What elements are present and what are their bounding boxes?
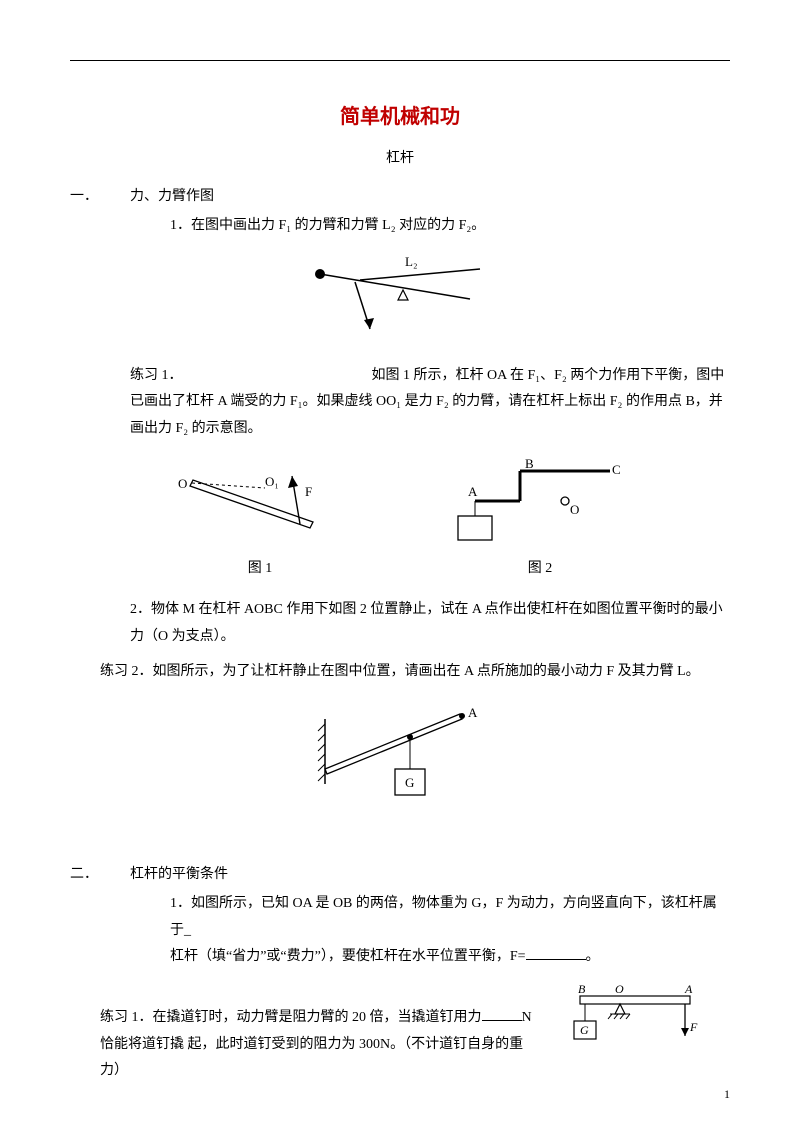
figure-2: A B C O 图 2 <box>450 456 630 577</box>
figure-row-1-2: O O₁ F 图 1 A B C O 图 2 <box>70 456 730 577</box>
fig2-A: A <box>468 484 478 499</box>
fig-ex2-A: A <box>468 705 478 720</box>
fig-s2-O: O <box>615 982 624 996</box>
fig-s2-B: B <box>578 982 586 996</box>
fig1-F: F <box>305 484 312 499</box>
s2-q1: 1．如图所示，已知 OA 是 OB 的两倍，物体重为 G，F 为动力，方向竖直向… <box>170 891 730 971</box>
fig1-label: 图 1 <box>248 557 273 577</box>
s1-ex2: 练习 2．如图所示，为了让杠杆静止在图中位置，请画出在 A 点所施加的最小动力 … <box>100 659 730 686</box>
s2-q1-c: 。 <box>586 949 600 964</box>
page-subtitle: 杠杆 <box>70 147 730 167</box>
s1-q2: 2．物体 M 在杠杆 AOBC 作用下如图 2 位置静止，试在 A 点作出使杠杆… <box>130 597 730 650</box>
figure-top: L₂ <box>70 254 730 349</box>
fig2-C: C <box>612 462 621 477</box>
section-1-header: 一． 力、力臂作图 <box>70 185 730 205</box>
fig-s2-G: G <box>580 1023 589 1037</box>
fig-s2-svg: B O A G F <box>560 981 710 1061</box>
fig-s2-F: F <box>689 1020 698 1034</box>
s2-ex1-a: 练习 1．在撬道钉时，动力臂是阻力臂的 20 倍，当撬道钉用力 <box>100 1010 482 1025</box>
fig2-svg: A B C O <box>450 456 630 551</box>
blank-N <box>482 1007 522 1021</box>
fig2-B: B <box>525 456 534 471</box>
section-1-heading: 力、力臂作图 <box>130 185 730 205</box>
fig1-O: O <box>178 476 187 491</box>
s2-q1-b: 杠杆（填“省力”或“费力”），要使杠杆在水平位置平衡，F= <box>170 949 526 964</box>
section-2-num: 二． <box>70 863 130 883</box>
blank-F <box>526 946 586 960</box>
fig-ex2-G: G <box>405 775 414 790</box>
s1-q1: 1．在图中画出力 F₁ 的力臂和力臂 L₂ 对应的力 F₂。 <box>170 213 730 240</box>
fig2-label: 图 2 <box>528 557 553 577</box>
page-title: 简单机械和功 <box>70 100 730 129</box>
fig-s2-A: A <box>684 982 693 996</box>
fig-top-svg: L₂ <box>300 254 500 344</box>
figure-1: O O₁ F 图 1 <box>170 456 350 577</box>
page-number: 1 <box>724 1087 730 1102</box>
figure-s2: B O A G F <box>560 981 710 1066</box>
figure-ex2: G A <box>70 699 730 819</box>
fig-top-L2: L₂ <box>405 254 417 269</box>
s1-ex1: 练习 1． 如图 1 所示，杠杆 OA 在 F₁、F₂ 两个力作用下平衡，图中已… <box>130 363 730 443</box>
fig-ex2-svg: G A <box>300 699 500 814</box>
fig2-O: O <box>570 502 579 517</box>
fig1-O1: O₁ <box>265 474 279 489</box>
s2-q1-a: 1．如图所示，已知 OA 是 OB 的两倍，物体重为 G，F 为动力，方向竖直向… <box>170 896 717 938</box>
section-1-num: 一． <box>70 185 130 205</box>
section-2-header: 二． 杠杆的平衡条件 <box>70 863 730 883</box>
top-rule <box>70 60 730 61</box>
fig1-svg: O O₁ F <box>170 456 350 551</box>
section-2-heading: 杠杆的平衡条件 <box>130 863 730 883</box>
